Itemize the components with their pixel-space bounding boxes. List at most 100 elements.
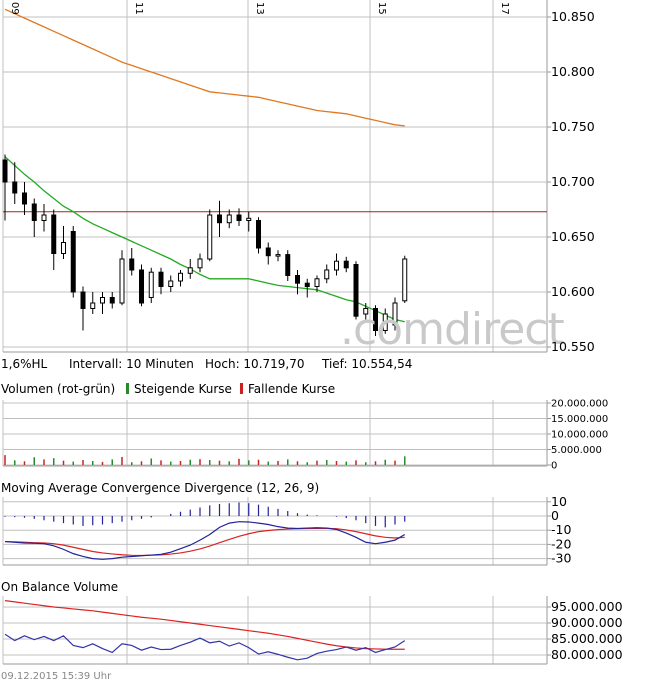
candle-body <box>129 258 135 271</box>
candle-body <box>246 217 252 222</box>
candle-body <box>373 308 378 331</box>
x-date-labels: 09 11 13 15 17 <box>9 2 510 15</box>
volume-bar <box>14 460 16 465</box>
candle <box>334 253 339 276</box>
obv-title: On Balance Volume <box>1 580 118 594</box>
volume-bar <box>62 460 65 465</box>
rising-swatch <box>126 383 129 394</box>
volume-bar <box>404 456 406 465</box>
rising-label: Steigende Kurse <box>134 382 232 396</box>
volume-bar <box>287 459 289 465</box>
candle-body <box>109 297 115 304</box>
candle <box>265 242 271 265</box>
candle-body <box>148 271 154 299</box>
volume-title: Volumen (rot-grün) <box>1 382 115 396</box>
candle-body <box>295 275 300 284</box>
candle <box>207 209 213 262</box>
candle-body <box>207 214 213 260</box>
price-y-axis: 10.850 10.800 10.750 10.700 10.650 10.600 10.5… <box>547 9 595 354</box>
candle-body <box>51 214 57 254</box>
candle <box>236 208 242 226</box>
volume-bar <box>394 460 396 465</box>
y-tick-label: 0 <box>551 461 557 472</box>
candle <box>41 204 47 232</box>
obv-moving-average <box>4 600 405 650</box>
candle-body <box>187 267 193 274</box>
macd-panel: 100-10-20-30 <box>2 494 571 566</box>
volume-bar <box>111 459 113 465</box>
y-tick-label: 5.000.000 <box>551 445 602 456</box>
y-tick-label: -20 <box>551 536 571 551</box>
falling-label: Fallende Kurse <box>248 382 335 396</box>
macd-y-axis: 100-10-20-30 <box>547 494 571 566</box>
volume-bar <box>160 460 162 465</box>
candle-body <box>324 269 330 280</box>
volume-bar <box>277 460 279 465</box>
candle <box>109 292 115 309</box>
candle <box>12 162 18 204</box>
y-tick-label: -10 <box>551 522 571 537</box>
volume-bar <box>355 460 357 465</box>
y-tick-label: 10.750 <box>551 119 595 134</box>
candle <box>51 209 57 270</box>
candle <box>392 297 398 331</box>
candle <box>129 248 135 276</box>
y-tick-label: 10.850 <box>551 9 595 24</box>
volume-bar <box>179 460 182 465</box>
candle <box>178 270 183 287</box>
candle <box>31 198 37 237</box>
candle-body <box>31 203 37 221</box>
y-tick-label: -30 <box>551 551 571 566</box>
candle <box>324 264 330 284</box>
candle <box>363 303 369 320</box>
interval-label: Intervall: 10 Minuten <box>69 357 194 371</box>
candle <box>22 182 27 215</box>
volume-bar <box>228 461 230 465</box>
candle-body <box>343 260 349 269</box>
volume-y-axis: 20.000.000 15.000.000 10.000.000 5.000.000 0 <box>547 399 608 472</box>
candle-body <box>119 258 125 304</box>
volume-bar <box>33 457 35 465</box>
y-tick-label: 90.000.000 <box>551 615 623 630</box>
volume-bar <box>23 461 26 465</box>
volume-header: Volumen (rot-grün) Steigende Kurse Falle… <box>1 382 335 396</box>
macd-line <box>4 521 406 560</box>
candle <box>382 308 388 334</box>
candle <box>353 261 359 320</box>
candle <box>256 217 261 254</box>
volume-bar <box>218 460 221 465</box>
volume-bar <box>43 459 45 465</box>
x-date-label: 09 <box>9 2 20 15</box>
candle <box>90 292 96 314</box>
candle <box>402 255 408 303</box>
candle <box>2 154 8 221</box>
candle-body <box>41 214 47 221</box>
range-label: 1,6%HL <box>1 357 48 371</box>
candle <box>295 270 300 295</box>
candle <box>246 211 252 232</box>
candle-body <box>168 280 174 287</box>
volume-bar <box>140 461 143 465</box>
candle <box>343 256 349 273</box>
obv-grid <box>2 596 548 665</box>
volume-bar <box>257 459 260 465</box>
volume-bar <box>131 462 133 465</box>
candle <box>285 250 291 281</box>
volume-bar <box>199 459 201 465</box>
info-row: 1,6%HL Intervall: 10 Minuten Hoch: 10.71… <box>1 357 412 371</box>
candle-body <box>392 302 398 326</box>
candle-body <box>304 282 310 288</box>
volume-bar <box>238 458 240 465</box>
y-tick-label: 20.000.000 <box>551 399 608 410</box>
volume-bar <box>4 455 6 465</box>
volume-bar <box>82 460 84 465</box>
candle-body <box>61 242 66 254</box>
candle-body <box>80 291 86 309</box>
price-grid <box>2 0 548 353</box>
volume-bar <box>384 459 386 465</box>
x-date-label: 13 <box>254 2 265 15</box>
candle-body <box>90 302 96 309</box>
volume-bar <box>121 456 123 465</box>
